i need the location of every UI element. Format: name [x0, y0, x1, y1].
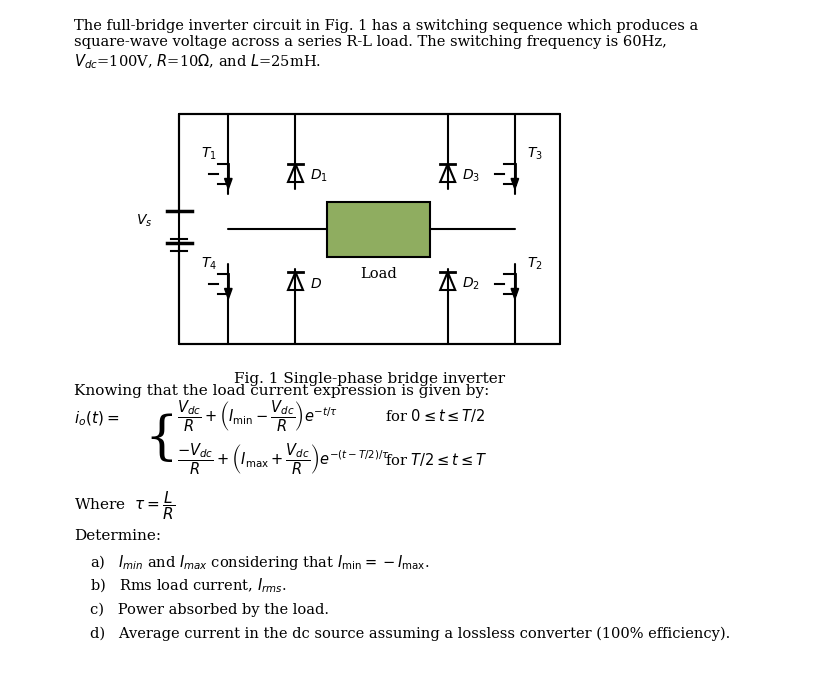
Text: $T_{2}$: $T_{2}$ — [526, 256, 543, 272]
Text: for $0 \leq t \leq T/2$: for $0 \leq t \leq T/2$ — [385, 408, 485, 425]
Text: $D_2$: $D_2$ — [462, 276, 480, 293]
Bar — [327, 202, 430, 257]
Text: $\dfrac{-V_{dc}}{R} + \left(I_{\max} + \dfrac{V_{dc}}{R}\right)e^{-(t-T/2)/\tau}: $\dfrac{-V_{dc}}{R} + \left(I_{\max} + \… — [177, 441, 390, 477]
Polygon shape — [224, 179, 232, 189]
Polygon shape — [511, 288, 519, 299]
Polygon shape — [224, 288, 232, 299]
Text: for $T/2 \leq t \leq T$: for $T/2 \leq t \leq T$ — [385, 450, 487, 468]
Text: a)   $I_{min}$ and $I_{max}$ considering that $I_{\min} = -I_{\max}$.: a) $I_{min}$ and $I_{max}$ considering t… — [90, 553, 429, 572]
Text: b)   Rms load current, $I_{rms}$.: b) Rms load current, $I_{rms}$. — [90, 577, 286, 595]
Text: Load: Load — [360, 266, 397, 280]
Text: $T_{3}$: $T_{3}$ — [526, 146, 543, 162]
Text: The full-bridge inverter circuit in Fig. 1 has a switching sequence which produc: The full-bridge inverter circuit in Fig.… — [74, 19, 698, 71]
Text: $T_{1}$: $T_{1}$ — [201, 146, 216, 162]
Text: $V_s$: $V_s$ — [135, 213, 153, 229]
Text: $T_{4}$: $T_{4}$ — [201, 256, 217, 272]
Polygon shape — [511, 179, 519, 189]
Text: Where  $\tau = \dfrac{L}{R}$: Where $\tau = \dfrac{L}{R}$ — [74, 489, 175, 522]
Text: {: { — [144, 414, 178, 464]
Text: $\dfrac{V_{dc}}{R} + \left(I_{\min} - \dfrac{V_{dc}}{R}\right)e^{-t/\tau}$: $\dfrac{V_{dc}}{R} + \left(I_{\min} - \d… — [177, 398, 339, 433]
Text: c)   Power absorbed by the load.: c) Power absorbed by the load. — [90, 603, 329, 617]
Text: Determine:: Determine: — [74, 529, 162, 543]
Text: $i_o(t) = $: $i_o(t) = $ — [74, 410, 119, 428]
Text: $D_3$: $D_3$ — [462, 168, 480, 184]
Text: $D_1$: $D_1$ — [310, 168, 328, 184]
Text: d)   Average current in the dc source assuming a lossless converter (100% effici: d) Average current in the dc source assu… — [90, 627, 730, 641]
Text: Fig. 1 Single-phase bridge inverter: Fig. 1 Single-phase bridge inverter — [234, 372, 505, 386]
Text: Knowing that the load current expression is given by:: Knowing that the load current expression… — [74, 384, 490, 398]
Text: $D$: $D$ — [310, 277, 322, 291]
